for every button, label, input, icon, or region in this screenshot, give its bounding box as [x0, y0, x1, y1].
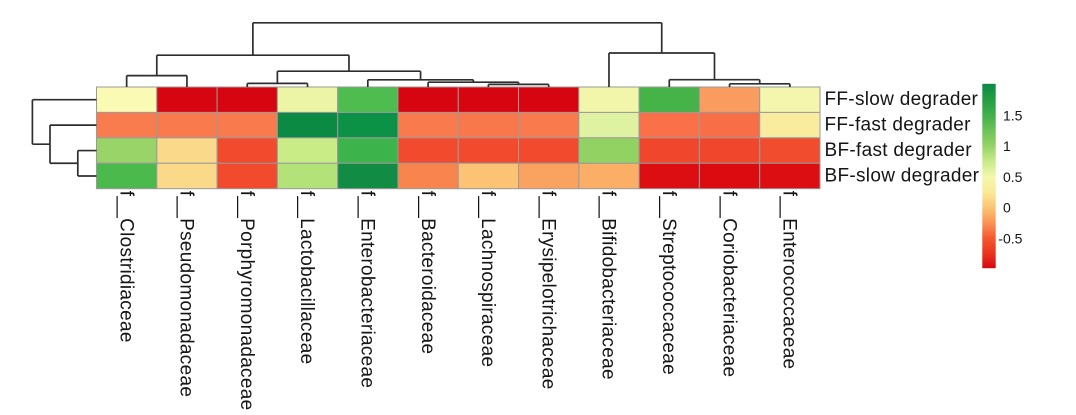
svg-text:f__Lachnospiraceae: f__Lachnospiraceae	[477, 191, 498, 368]
svg-text:f__Bifidobacteriaceae: f__Bifidobacteriaceae	[598, 191, 619, 380]
svg-text:FF-slow degrader: FF-slow degrader	[825, 89, 979, 110]
svg-text:f__Streptococcaceae: f__Streptococcaceae	[658, 191, 679, 375]
svg-text:1: 1	[1003, 138, 1011, 154]
svg-text:FF-fast degrader: FF-fast degrader	[825, 115, 972, 136]
svg-text:f__Porphyromonadaceae: f__Porphyromonadaceae	[236, 191, 257, 411]
svg-text:f__Pseudomonadaceae: f__Pseudomonadaceae	[176, 191, 197, 397]
svg-text:-0.5: -0.5	[998, 230, 1022, 246]
svg-text:0: 0	[1003, 200, 1011, 216]
svg-text:f__Bacteroidaceae: f__Bacteroidaceae	[417, 191, 438, 355]
svg-text:f__Clostridiaceae: f__Clostridiaceae	[115, 191, 136, 343]
svg-text:1.5: 1.5	[1003, 108, 1023, 124]
svg-text:f__Lactobacillaceae: f__Lactobacillaceae	[296, 191, 317, 365]
svg-text:f__Erysipelotrichaceae: f__Erysipelotrichaceae	[537, 191, 558, 390]
svg-text:f__Coriobacteriaceae: f__Coriobacteriaceae	[718, 191, 739, 378]
svg-text:f__Enterobacteriaceae: f__Enterobacteriaceae	[357, 191, 378, 388]
svg-text:0.5: 0.5	[1003, 169, 1023, 185]
svg-text:f__Enterococcaceae: f__Enterococcaceae	[779, 191, 800, 370]
svg-text:BF-slow degrader: BF-slow degrader	[825, 165, 980, 186]
svg-text:BF-fast degrader: BF-fast degrader	[825, 140, 973, 161]
